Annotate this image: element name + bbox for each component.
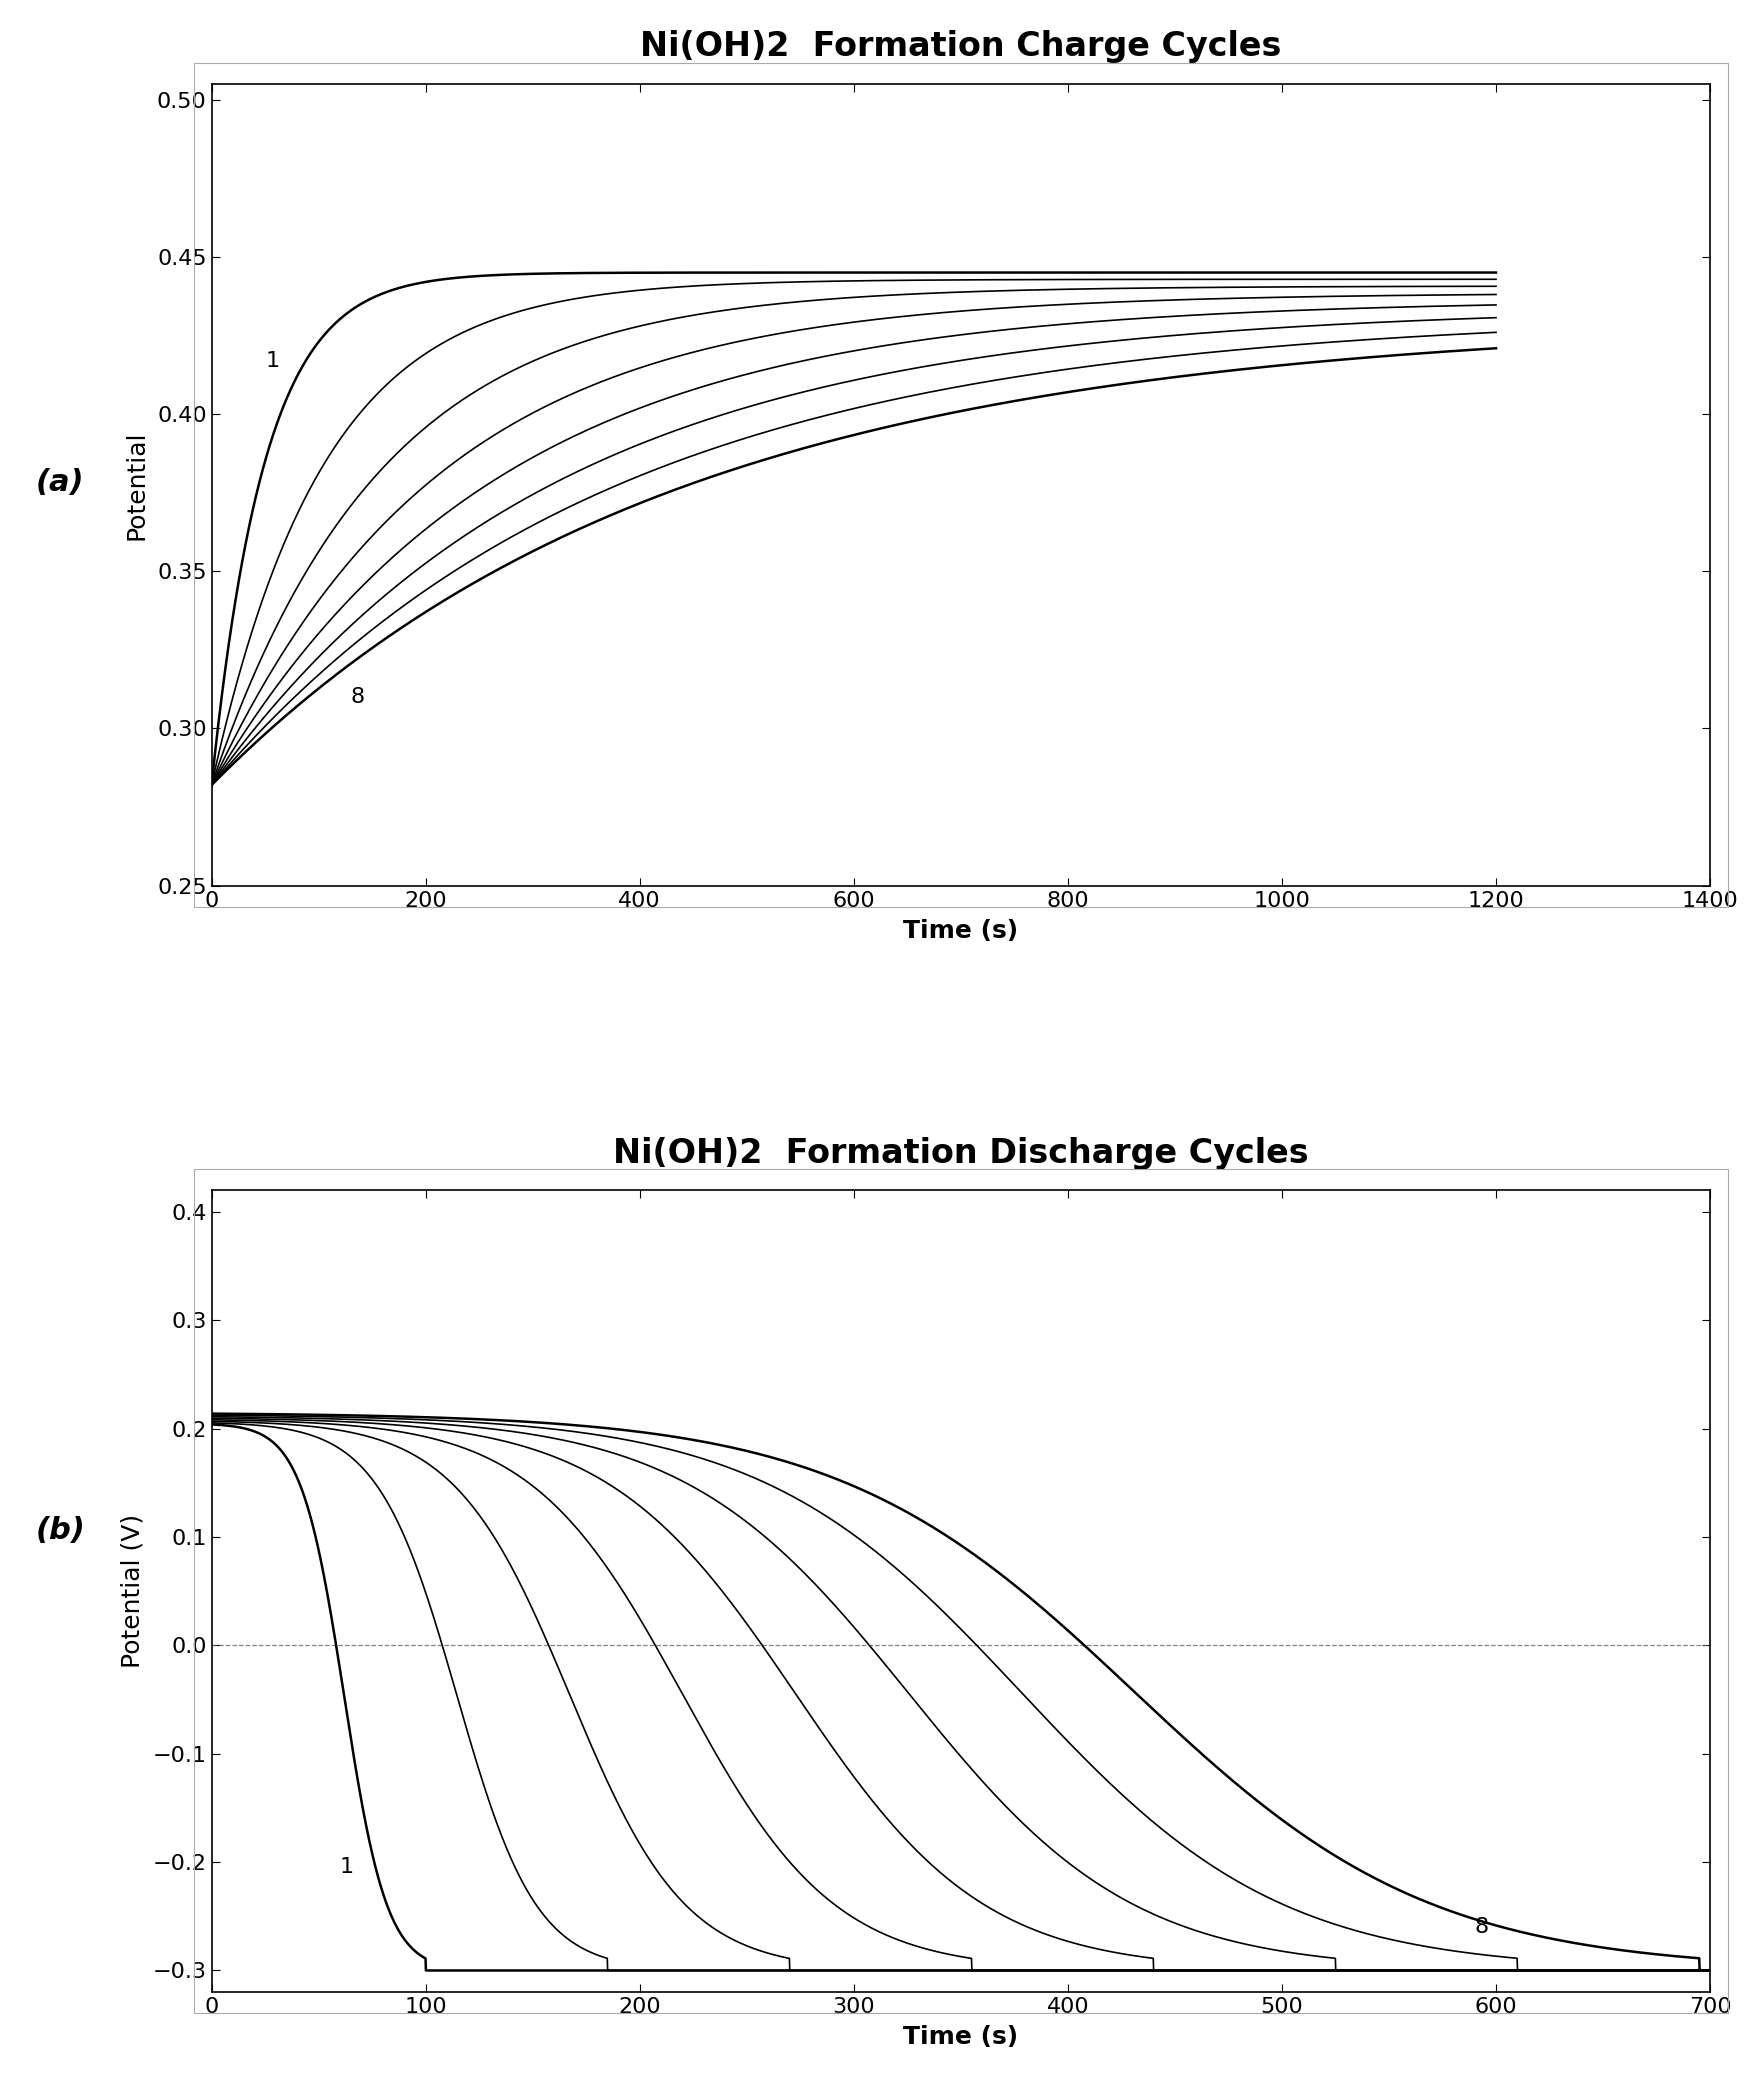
Y-axis label: Potential: Potential xyxy=(125,430,148,539)
Text: (b): (b) xyxy=(35,1516,85,1545)
Y-axis label: Potential (V): Potential (V) xyxy=(120,1514,145,1669)
Text: 1: 1 xyxy=(264,350,279,371)
Title: Ni(OH)2  Formation Charge Cycles: Ni(OH)2 Formation Charge Cycles xyxy=(640,29,1282,63)
Text: 8: 8 xyxy=(351,688,365,707)
X-axis label: Time (s): Time (s) xyxy=(903,918,1019,944)
X-axis label: Time (s): Time (s) xyxy=(903,2026,1019,2049)
Text: 8: 8 xyxy=(1474,1917,1488,1936)
Title: Ni(OH)2  Formation Discharge Cycles: Ni(OH)2 Formation Discharge Cycles xyxy=(614,1137,1308,1170)
Text: 1: 1 xyxy=(340,1858,354,1877)
Text: (a): (a) xyxy=(35,468,85,497)
